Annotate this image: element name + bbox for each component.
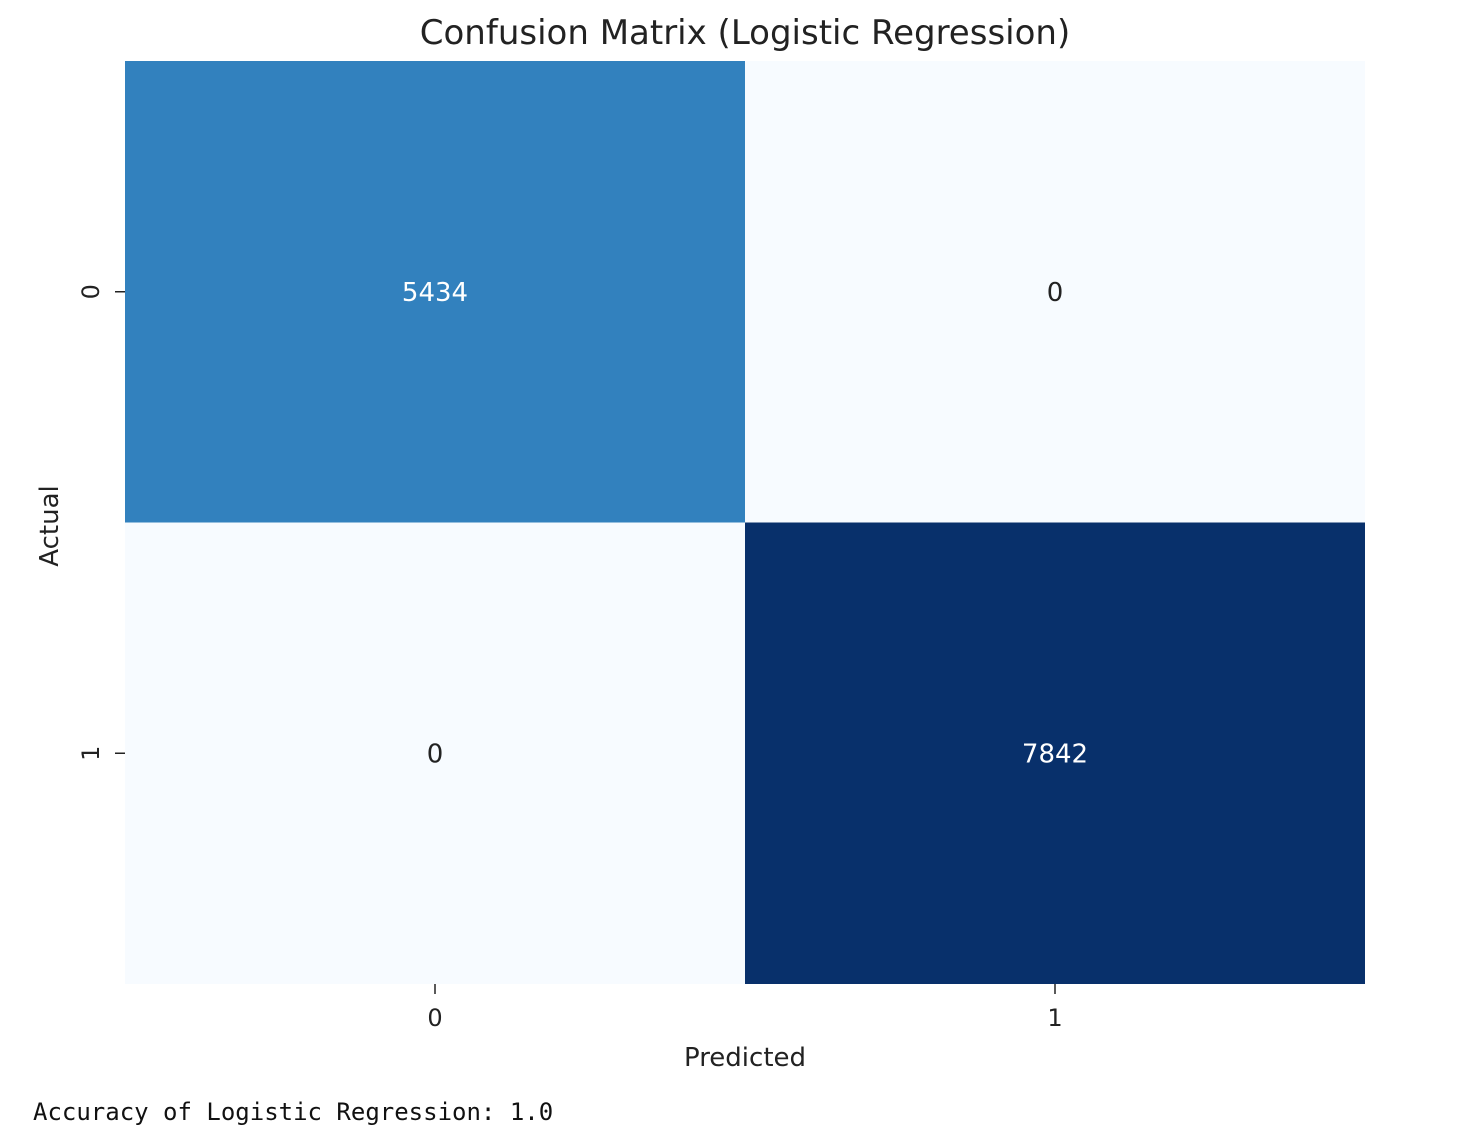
heatmap-cell-1-1 <box>745 522 1365 984</box>
heatmap-cell-0-0 <box>125 61 745 523</box>
cell-value-0-0: 5434 <box>402 278 468 308</box>
heatmap-cell-1-0 <box>125 522 745 984</box>
y-tick-label-0: 0 <box>77 284 105 299</box>
x-tick-label-1: 1 <box>1047 1004 1062 1032</box>
y-axis-ticks: 01 <box>77 284 125 761</box>
accuracy-output: Accuracy of Logistic Regression: 1.0 <box>33 1098 554 1126</box>
cell-value-1-0: 0 <box>427 739 444 769</box>
cell-value-0-1: 0 <box>1047 278 1064 308</box>
x-tick-label-0: 0 <box>427 1004 442 1032</box>
cell-annotations: 5434 0 0 7842 <box>402 278 1088 770</box>
cell-value-1-1: 7842 <box>1022 739 1088 769</box>
y-axis-label: Actual <box>35 485 65 566</box>
x-axis-label: Predicted <box>684 1043 806 1073</box>
heatmap-cells <box>125 61 1365 984</box>
confusion-matrix-chart: Confusion Matrix (Logistic Regression) 5… <box>35 13 1365 1073</box>
heatmap-cell-0-1 <box>745 61 1365 523</box>
y-tick-label-1: 1 <box>77 746 105 761</box>
chart-title: Confusion Matrix (Logistic Regression) <box>420 13 1070 53</box>
